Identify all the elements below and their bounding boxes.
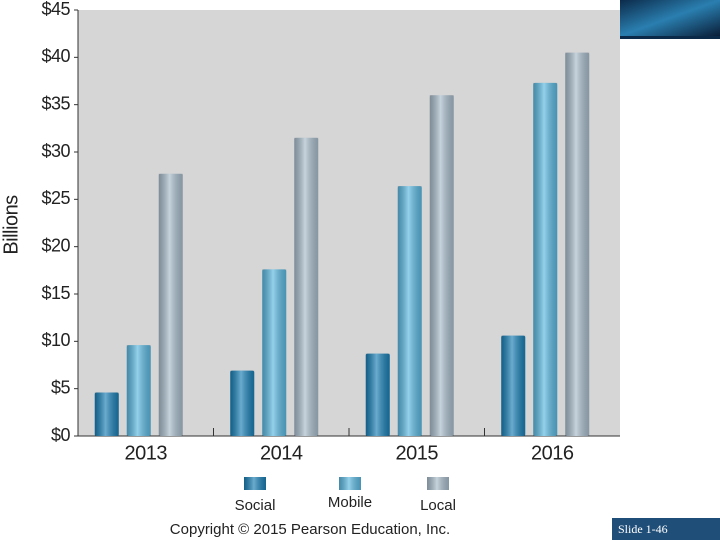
bar [94,392,119,436]
bar [565,52,590,436]
bar [230,370,255,436]
y-tick-label: $15 [41,283,70,303]
y-tick-label: $40 [41,46,70,66]
x-tick-label: 2013 [125,442,168,464]
y-tick-label: $25 [41,188,70,208]
copyright: Copyright © 2015 Pearson Education, Inc. [170,521,450,538]
legend-label: Mobile [328,494,372,511]
x-tick-label: 2015 [396,442,439,464]
y-tick-label: $35 [41,93,70,113]
x-tick-label: 2014 [260,442,303,464]
legend-swatch-shine [339,477,361,490]
bar [501,335,526,436]
y-tick-label: $10 [41,330,70,350]
slide-label: Slide 1-46 [618,522,668,536]
y-tick-label: $30 [41,141,70,161]
legend-swatch-shine [427,477,449,490]
slide-label-bar [612,518,720,540]
header-image [620,0,720,36]
y-tick-label: $45 [41,0,70,19]
bar [158,173,183,437]
bar [294,137,319,437]
legend-label: Social [235,497,276,514]
y-tick-label: $0 [51,425,71,445]
bar [126,345,151,436]
y-tick-label: $5 [51,377,71,397]
bar [533,82,558,436]
y-axis-label: Billions [0,195,22,255]
y-tick-label: $20 [41,235,70,255]
header-rule [620,36,720,39]
legend-swatch-shine [244,477,266,490]
legend-label: Local [420,497,456,514]
bar [262,269,287,436]
bar [365,353,390,436]
x-tick-label: 2016 [531,442,574,464]
bar [397,186,422,436]
bar [429,95,454,436]
